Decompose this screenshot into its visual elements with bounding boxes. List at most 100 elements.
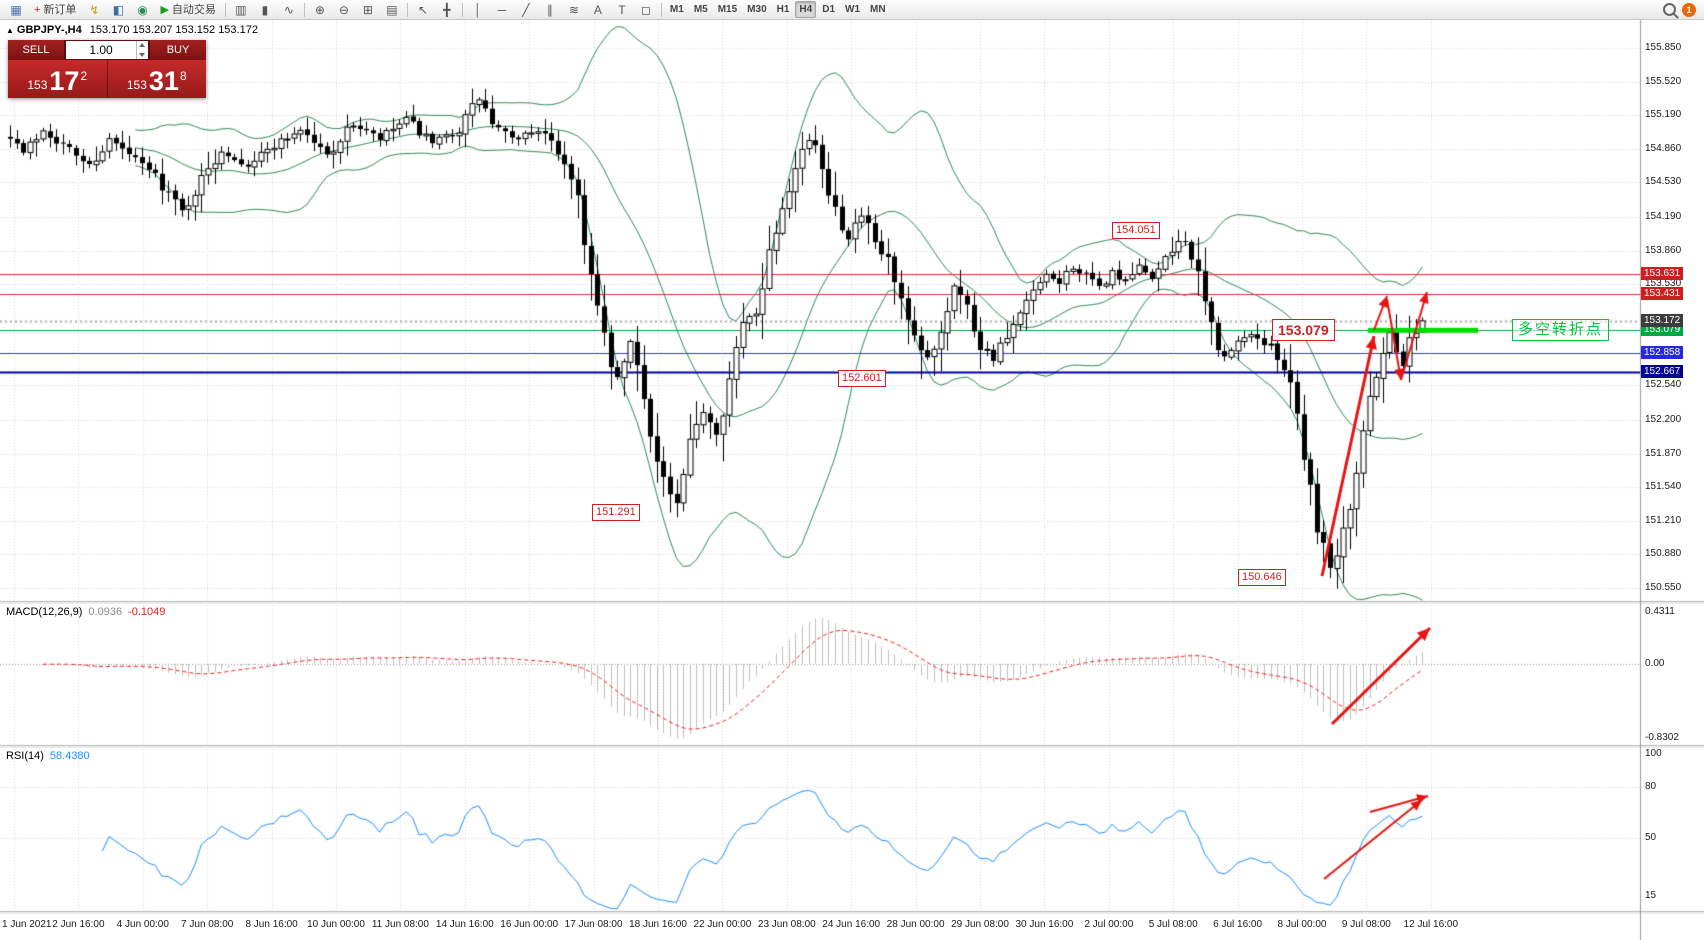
navigator-icon[interactable]: ◉ (131, 1, 153, 19)
candlestick-chart-icon: ▮ (261, 2, 269, 17)
time-axis-value: 29 Jun 08:00 (951, 919, 1009, 930)
cascade-windows-icon[interactable]: ▤ (381, 1, 403, 19)
current-price-tag: 153.172 (1641, 313, 1684, 327)
timeframe-w1[interactable]: W1 (845, 4, 861, 15)
crosshair-icon[interactable]: ╋ (436, 1, 458, 19)
toolbar: ▦ + 新订单 ↯ ◧ ◉ ▶ 自动交易 ▥ ▮ ∿ ⊕ ⊖ ⊞ ▤ ↖ ╋ │ ─ ╱ ∥ ≋ A T ◻ M1 M5 M15 M3… (0, 0, 1704, 20)
ohlc-values: 153.170 153.207 153.152 153.172 (89, 24, 258, 36)
rsi-label: RSI(14) 58.4380 (6, 750, 90, 762)
toolbar-separator (461, 2, 463, 17)
bar-chart-icon[interactable]: ▥ (230, 1, 252, 19)
shapes-icon[interactable]: ◻ (635, 1, 657, 19)
trendline-icon[interactable]: ╱ (515, 1, 537, 19)
timeframe-m15[interactable]: M15 (717, 4, 738, 15)
cursor-icon[interactable]: ↖ (412, 1, 434, 19)
horizontal-line-icon[interactable]: ─ (491, 1, 513, 19)
price-axis-value: 155.850 (1645, 42, 1682, 53)
cursor-icon: ↖ (417, 2, 428, 17)
time-axis-value: 12 Jul 16:00 (1403, 919, 1459, 930)
buy-button[interactable]: BUY (149, 40, 206, 60)
price-annotation-label[interactable]: 150.646 (1238, 569, 1286, 587)
channel-icon[interactable]: ∥ (539, 1, 561, 19)
price-annotation-label[interactable]: 152.601 (838, 370, 886, 388)
chart-window-icon[interactable]: ▦ (5, 1, 27, 19)
tile-windows-icon: ⊞ (362, 2, 373, 17)
lot-spinner[interactable] (136, 41, 148, 59)
candlestick-chart-icon[interactable]: ▮ (254, 1, 276, 19)
label-icon[interactable]: T (611, 1, 633, 19)
time-axis-value: 28 Jun 00:00 (886, 919, 945, 930)
notification-badge[interactable]: 1 (1682, 2, 1696, 17)
toolbar-items: ▦ + 新订单 ↯ ◧ ◉ ▶ 自动交易 ▥ ▮ ∿ ⊕ ⊖ ⊞ ▤ ↖ ╋ │ ─ ╱ ∥ ≋ A T ◻ (4, 1, 665, 19)
autotrading-button-label: 自动交易 (171, 3, 216, 16)
time-axis-value: 18 Jun 16:00 (629, 919, 687, 930)
time-axis-value: 8 Jul 00:00 (1277, 919, 1327, 930)
macd-scale-zero: 0.00 (1645, 657, 1665, 669)
timeframe-h4[interactable]: H4 (795, 1, 817, 18)
autotrading-button[interactable]: ▶ 自动交易 (155, 1, 220, 19)
zoom-out-icon[interactable]: ⊖ (333, 1, 355, 19)
time-axis-value: 2 Jun 16:00 (52, 919, 105, 930)
toolbar-separator (406, 2, 408, 17)
sell-button[interactable]: SELL (8, 40, 65, 60)
time-axis-value: 7 Jun 08:00 (181, 919, 234, 930)
price-axis-value: 152.540 (1645, 379, 1682, 391)
timeframe-m1[interactable]: M1 (669, 4, 684, 15)
time-axis-value: 2 Jul 00:00 (1084, 919, 1134, 930)
vertical-line-icon: │ (474, 2, 482, 17)
rsi-scale-value: 100 (1645, 748, 1662, 759)
macd-scale-min: -0.8302 (1645, 732, 1679, 743)
price-axis-value: 154.860 (1645, 142, 1682, 154)
timeframe-m30[interactable]: M30 (747, 4, 767, 15)
rsi-scale-value: 15 (1645, 890, 1657, 901)
price-axis-value: 153.530 (1645, 278, 1682, 290)
market-watch-icon[interactable]: ◧ (107, 1, 129, 19)
line-chart-icon[interactable]: ∿ (278, 1, 300, 19)
price-axis-value: 153.860 (1645, 244, 1682, 256)
channel-icon: ∥ (546, 2, 553, 17)
horizontal-line-icon: ─ (497, 2, 507, 17)
time-axis-value: 30 Jun 16:00 (1015, 919, 1074, 930)
time-axis-value: 9 Jul 08:00 (1341, 919, 1391, 930)
timeframe-group: M1 M5 M15 M30 H1 H4 D1 W1 MN (665, 1, 891, 18)
new-order-button: + (34, 3, 41, 16)
vertical-line-icon[interactable]: │ (467, 1, 489, 19)
price-axis-value: 154.530 (1645, 176, 1682, 188)
time-axis-value: 23 Jun 08:00 (757, 919, 816, 930)
text-icon[interactable]: A (587, 1, 609, 19)
autotrading-button: ▶ (160, 3, 169, 16)
price-annotation-label[interactable]: 153.079 (1272, 319, 1335, 342)
turning-point-annotation[interactable]: 多空转折点 (1512, 319, 1610, 342)
price-annotation-label[interactable]: 151.291 (592, 503, 640, 521)
hotkey-icon[interactable]: ↯ (83, 1, 105, 19)
price-level-tag: 153.431 (1641, 287, 1684, 301)
timeframe-mn[interactable]: MN (870, 4, 886, 15)
crosshair-icon: ╋ (443, 2, 451, 17)
rsi-scale-value: 50 (1645, 831, 1657, 843)
timeframe-h1[interactable]: H1 (776, 4, 790, 15)
fibonacci-icon[interactable]: ≋ (563, 1, 585, 19)
timeframe-d1[interactable]: D1 (822, 4, 836, 15)
tile-windows-icon[interactable]: ⊞ (357, 1, 379, 19)
time-axis-value: 1 Jun 2021 (2, 919, 52, 930)
toolbar-separator (303, 2, 305, 17)
price-axis-value: 152.200 (1645, 413, 1682, 425)
sell-price[interactable]: 153 17 2 (8, 60, 108, 98)
chart-header: ▲ GBPJPY-,H4 153.170 153.207 153.152 153.1… (6, 24, 258, 36)
time-axis-value: 17 Jun 08:00 (564, 919, 623, 930)
hotkey-icon: ↯ (89, 2, 100, 17)
shapes-icon: ◻ (640, 2, 651, 17)
lot-size-input[interactable]: 1.00 (65, 40, 149, 60)
search-icon[interactable] (1663, 3, 1676, 16)
time-axis-value: 4 Jun 00:00 (116, 919, 169, 930)
new-order-button[interactable]: + 新订单 (29, 1, 81, 19)
macd-scale-max: 0.4311 (1645, 606, 1675, 617)
collapse-icon[interactable]: ▲ (6, 26, 14, 35)
price-axis-value: 150.550 (1645, 582, 1682, 593)
zoom-in-icon[interactable]: ⊕ (309, 1, 331, 19)
buy-price[interactable]: 153 31 8 (126, 66, 187, 96)
price-annotation-label[interactable]: 154.051 (1112, 222, 1160, 240)
timeframe-m5[interactable]: M5 (693, 4, 708, 15)
cascade-windows-icon: ▤ (386, 2, 398, 17)
